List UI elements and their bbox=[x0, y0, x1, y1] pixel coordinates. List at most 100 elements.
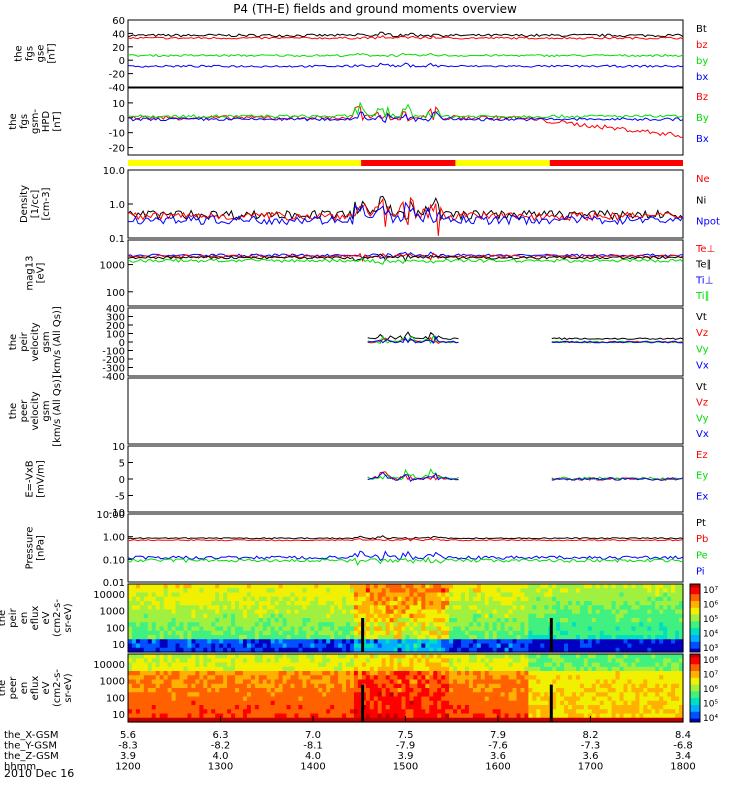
ytick-label: 10000 bbox=[93, 660, 125, 671]
xaxis-row-label: the_Y-GSM bbox=[4, 741, 57, 752]
colorbar: 10⁷ 10⁶ 10⁵ 10⁴ 10³ bbox=[689, 583, 718, 654]
legend-Pe: Pe bbox=[696, 550, 708, 561]
panel-frame bbox=[127, 19, 684, 88]
ytick-label: 1.00 bbox=[103, 533, 125, 544]
xtick-label: 1700 bbox=[578, 762, 603, 773]
xtick-label: 7.0 bbox=[305, 730, 321, 741]
xtick-label: 3.4 bbox=[675, 751, 691, 762]
panel-frame bbox=[127, 513, 684, 583]
ytick-label: 0 bbox=[119, 56, 125, 67]
ytick-label: -300 bbox=[102, 364, 125, 375]
xtick-label: 1200 bbox=[115, 762, 140, 773]
colorbar-label: 10⁶ bbox=[703, 685, 718, 695]
panel-frame bbox=[127, 377, 684, 445]
ytick-label: 300 bbox=[106, 313, 125, 324]
legend-bz: bz bbox=[696, 40, 708, 51]
xaxis-row-label: hhmm bbox=[4, 762, 36, 773]
panel-ylabel: thefgsgsm-HPD[nT] bbox=[8, 109, 63, 134]
ytick-label: 0 bbox=[119, 338, 125, 349]
colorbar-label: 10⁴ bbox=[703, 630, 718, 640]
panel-8: Pressure[nPa] 10.00 1.00 0.10 0.01 Pt Pb Pe Pi bbox=[25, 510, 709, 589]
xtick-label: -7.3 bbox=[581, 741, 601, 752]
legend-Ti∥: Ti∥ bbox=[695, 291, 710, 302]
xtick-label: -7.9 bbox=[396, 741, 416, 752]
xtick-label: -8.3 bbox=[118, 741, 138, 752]
xtick-label: 1400 bbox=[300, 762, 325, 773]
colorbar-label: 10⁴ bbox=[703, 714, 718, 724]
ytick-label: 5 bbox=[119, 459, 125, 470]
panel-3: Density[1/cc][cm-3] 10.0 1.0 0.1 Ne Ni Npot bbox=[19, 166, 720, 245]
ytick-label: 0.10 bbox=[103, 555, 125, 566]
xtick-label: 3.9 bbox=[398, 751, 414, 762]
panel-10: thepeerenefluxeV(cm2-s-sr-eV) 10000 1000 10… bbox=[0, 653, 718, 724]
xtick-label: 3.6 bbox=[490, 751, 506, 762]
series-By bbox=[127, 101, 684, 119]
legend-Te∥: Te∥ bbox=[695, 260, 712, 271]
ytick-label: 100 bbox=[106, 288, 125, 299]
panel-6: thepeervelocitygsm[km/s (All Qs)] Vt Vz Vy V… bbox=[8, 375, 709, 447]
ytick-label: 100 bbox=[106, 693, 125, 704]
panel-5: thepeirvelocitygsm[km/s (All Qs)] 4003002… bbox=[8, 304, 709, 383]
panel-frame bbox=[127, 445, 684, 513]
data-gap-marker bbox=[549, 618, 553, 652]
ytick-label: 1000 bbox=[100, 607, 125, 618]
ytick-label: 10 bbox=[112, 99, 125, 110]
xtick-label: 4.0 bbox=[305, 751, 321, 762]
xtick-label: 1600 bbox=[485, 762, 510, 773]
series-bz bbox=[127, 35, 684, 40]
legend-Bt: Bt bbox=[696, 24, 707, 35]
ytick-label: -40 bbox=[109, 83, 125, 94]
legend-Ey: Ey bbox=[696, 471, 708, 482]
panel-frame bbox=[127, 239, 684, 307]
series-Pe bbox=[127, 556, 684, 567]
series-Bz bbox=[127, 106, 684, 138]
series-Ti⊥ bbox=[127, 251, 684, 260]
x-axis-block: the_X-GSM 5.6 6.3 7.0 7.5 7.9 8.2 8.4 the_Y-GSM -… bbox=[4, 716, 696, 773]
colorbar-label: 10⁷ bbox=[703, 586, 718, 596]
ytick-label: -100 bbox=[102, 347, 125, 358]
legend-By: By bbox=[696, 113, 709, 124]
panel-ylabel: thepeirenefluxeV(cm2-s-sr-eV) bbox=[0, 599, 74, 637]
legend-Vz: Vz bbox=[696, 398, 708, 409]
series-Vx bbox=[551, 340, 684, 344]
ytick-label: 0 bbox=[119, 114, 125, 125]
panels: thefgsgse[nT]6040200-20-40Btbzbybxthefgs… bbox=[0, 16, 720, 724]
legend-Ti⊥: Ti⊥ bbox=[695, 275, 713, 286]
data-gap-marker bbox=[361, 684, 365, 722]
colorbar-label: 10⁸ bbox=[703, 656, 718, 666]
xtick-label: 8.4 bbox=[675, 730, 691, 741]
xtick-label: -6.8 bbox=[673, 741, 693, 752]
colorbar-label: 10⁵ bbox=[703, 615, 718, 625]
colorbar-label: 10⁶ bbox=[703, 601, 718, 611]
legend-Vx: Vx bbox=[696, 361, 709, 372]
legend-Te⊥: Te⊥ bbox=[695, 244, 715, 255]
legend-Ez: Ez bbox=[696, 450, 708, 461]
status-bar bbox=[128, 160, 683, 166]
xtick-label: 1800 bbox=[670, 762, 695, 773]
panel-1: thefgsgse[nT] 60 40 20 0 -20 -40 Bt bz by bx bbox=[14, 16, 709, 94]
xtick-label: 3.6 bbox=[583, 751, 599, 762]
legend-Ne: Ne bbox=[696, 174, 710, 185]
legend-Pb: Pb bbox=[696, 534, 708, 545]
xtick-label: -7.6 bbox=[488, 741, 508, 752]
panel-ylabel: thepeirvelocitygsm[km/s (All Qs)] bbox=[8, 306, 63, 378]
ytick-label: 1000 bbox=[100, 677, 125, 688]
legend-bx: bx bbox=[696, 72, 708, 83]
xtick-label: 4.0 bbox=[213, 751, 229, 762]
panel-9: thepeirenefluxeV(cm2-s-sr-eV) 10000 1000 10… bbox=[0, 583, 718, 654]
ytick-label: -20 bbox=[109, 144, 125, 155]
legend-Ex: Ex bbox=[696, 491, 708, 502]
panel-4: mag13[eV] 1000 100 Te⊥ Te∥ Ti⊥ Ti∥ bbox=[25, 239, 715, 307]
legend-Bx: Bx bbox=[696, 134, 709, 145]
series-Ne bbox=[127, 196, 684, 237]
xtick-label: 6.3 bbox=[213, 730, 229, 741]
xtick-label: 3.9 bbox=[120, 751, 136, 762]
xtick-label: 8.2 bbox=[583, 730, 599, 741]
series-Vt bbox=[551, 337, 684, 340]
series-Te⊥ bbox=[127, 252, 684, 263]
data-gap-marker bbox=[549, 684, 553, 722]
legend-Vy: Vy bbox=[696, 413, 709, 424]
panel-ylabel: thepeerenefluxeV(cm2-s-sr-eV) bbox=[0, 669, 74, 707]
ytick-label: 10 bbox=[112, 442, 125, 453]
panel-ylabel: Density[1/cc][cm-3] bbox=[19, 185, 52, 223]
